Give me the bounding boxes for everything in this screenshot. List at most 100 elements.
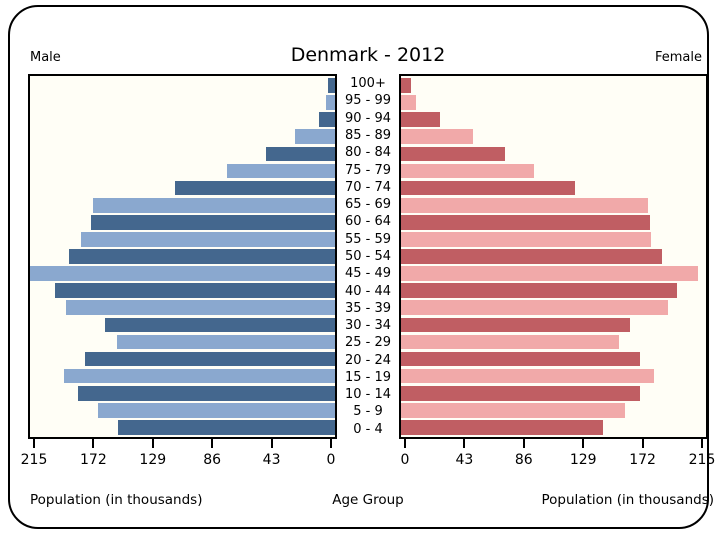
axis-tick-label: 129 bbox=[569, 452, 597, 468]
age-group-row: 5 - 9 bbox=[337, 403, 399, 420]
axis-tick-mark bbox=[404, 439, 406, 448]
axis-tick-mark bbox=[463, 439, 466, 448]
male-bar-row bbox=[30, 248, 335, 265]
age-group-label: 0 - 4 bbox=[353, 421, 383, 437]
male-bar bbox=[65, 300, 335, 316]
age-group-row: 45 - 49 bbox=[337, 265, 399, 282]
axis-tick-label: 172 bbox=[629, 452, 656, 468]
axis-tick-mark bbox=[151, 439, 154, 448]
age-group-label: 80 - 84 bbox=[344, 145, 392, 161]
age-group-label: 40 - 44 bbox=[344, 283, 392, 299]
male-bar-row bbox=[30, 368, 335, 385]
female-bar bbox=[401, 334, 620, 350]
male-bar bbox=[93, 197, 335, 213]
female-bar-row bbox=[401, 77, 706, 94]
female-plot-area bbox=[399, 74, 708, 439]
male-bar-row bbox=[30, 419, 335, 436]
female-axis-title: Population (in thousands) bbox=[541, 492, 714, 508]
female-bar bbox=[401, 368, 654, 384]
male-bar bbox=[118, 420, 335, 435]
age-group-label: 85 - 89 bbox=[344, 127, 392, 143]
age-group-row: 70 - 74 bbox=[337, 179, 399, 196]
female-bar-row bbox=[401, 128, 706, 145]
female-bar-row bbox=[401, 180, 706, 197]
female-bar-row bbox=[401, 333, 706, 350]
male-bar bbox=[318, 112, 335, 128]
age-group-label: 65 - 69 bbox=[344, 197, 392, 213]
axis-tick-label: 0 bbox=[400, 452, 410, 468]
male-bar-row bbox=[30, 128, 335, 145]
male-bar-row bbox=[30, 231, 335, 248]
age-group-label: 90 - 94 bbox=[344, 110, 392, 126]
female-bar bbox=[401, 197, 649, 213]
male-bar-row bbox=[30, 214, 335, 231]
age-group-label: 30 - 34 bbox=[344, 318, 392, 334]
axis-tick-mark bbox=[92, 439, 95, 448]
male-bar bbox=[104, 317, 335, 333]
axis-tick-label: 86 bbox=[203, 452, 222, 468]
male-x-axis: 215 172 129 86 43 0 bbox=[21, 439, 337, 479]
male-bar-row bbox=[30, 180, 335, 197]
axis-tick-label: 86 bbox=[514, 452, 533, 468]
male-bar-row bbox=[30, 351, 335, 368]
female-bar bbox=[401, 300, 668, 316]
male-bar-row bbox=[30, 77, 335, 94]
female-bar-row bbox=[401, 368, 706, 385]
male-bar bbox=[174, 180, 335, 196]
age-group-label: 25 - 29 bbox=[344, 335, 392, 351]
axis-tick-label: 172 bbox=[80, 452, 107, 468]
female-bar bbox=[401, 163, 534, 179]
female-bar-row bbox=[401, 265, 706, 282]
female-bar-row bbox=[401, 248, 706, 265]
age-group-row: 15 - 19 bbox=[337, 369, 399, 386]
female-bar bbox=[401, 385, 640, 401]
age-group-label: 60 - 64 bbox=[344, 214, 392, 230]
male-bar-row bbox=[30, 333, 335, 350]
age-group-row: 95 - 99 bbox=[337, 92, 399, 109]
male-bar bbox=[78, 385, 335, 401]
axis-tick-mark bbox=[701, 439, 703, 448]
male-bar bbox=[97, 402, 335, 418]
age-group-row: 90 - 94 bbox=[337, 110, 399, 127]
female-bar-row bbox=[401, 197, 706, 214]
age-group-label: 100+ bbox=[350, 76, 386, 92]
female-bar bbox=[401, 283, 678, 299]
male-bar-row bbox=[30, 265, 335, 282]
axis-tick-label: 215 bbox=[688, 452, 716, 468]
axis-tick-mark bbox=[211, 439, 214, 448]
age-group-row: 80 - 84 bbox=[337, 144, 399, 161]
age-group-row: 40 - 44 bbox=[337, 282, 399, 299]
female-bar bbox=[401, 249, 662, 264]
male-bar bbox=[81, 232, 335, 247]
female-bar bbox=[401, 266, 698, 281]
female-bar bbox=[401, 129, 473, 145]
female-bar-row bbox=[401, 111, 706, 128]
female-bar-row bbox=[401, 214, 706, 231]
axis-tick-label: 0 bbox=[326, 452, 336, 468]
female-x-axis: 0 43 86 129 172 215 bbox=[399, 439, 715, 479]
age-group-row: 35 - 39 bbox=[337, 300, 399, 317]
male-bar-row bbox=[30, 94, 335, 111]
female-bar bbox=[401, 351, 640, 367]
male-bar-row bbox=[30, 162, 335, 179]
male-bar bbox=[54, 283, 335, 299]
female-bar-row bbox=[401, 282, 706, 299]
male-bar-row bbox=[30, 197, 335, 214]
age-group-row: 10 - 14 bbox=[337, 386, 399, 403]
male-bar-row bbox=[30, 385, 335, 402]
age-group-row: 100+ bbox=[337, 75, 399, 92]
age-group-label: 50 - 54 bbox=[344, 248, 392, 264]
age-group-row: 0 - 4 bbox=[337, 421, 399, 438]
axis-tick-mark bbox=[641, 439, 644, 448]
female-bar-row bbox=[401, 385, 706, 402]
male-bar bbox=[85, 351, 335, 367]
axis-tick-mark bbox=[582, 439, 585, 448]
male-bar bbox=[64, 368, 335, 384]
axis-tick-label: 129 bbox=[139, 452, 167, 468]
age-group-label: 75 - 79 bbox=[344, 162, 392, 178]
female-bar-row bbox=[401, 402, 706, 419]
age-group-labels: 100+ 95 - 99 90 - 94 85 - 89 80 - 84 75 - 79 7… bbox=[337, 74, 399, 439]
age-group-row: 25 - 29 bbox=[337, 334, 399, 351]
female-bar bbox=[401, 420, 603, 435]
pyramid-chart: 100+ 95 - 99 90 - 94 85 - 89 80 - 84 75 - 79 7… bbox=[28, 74, 708, 439]
